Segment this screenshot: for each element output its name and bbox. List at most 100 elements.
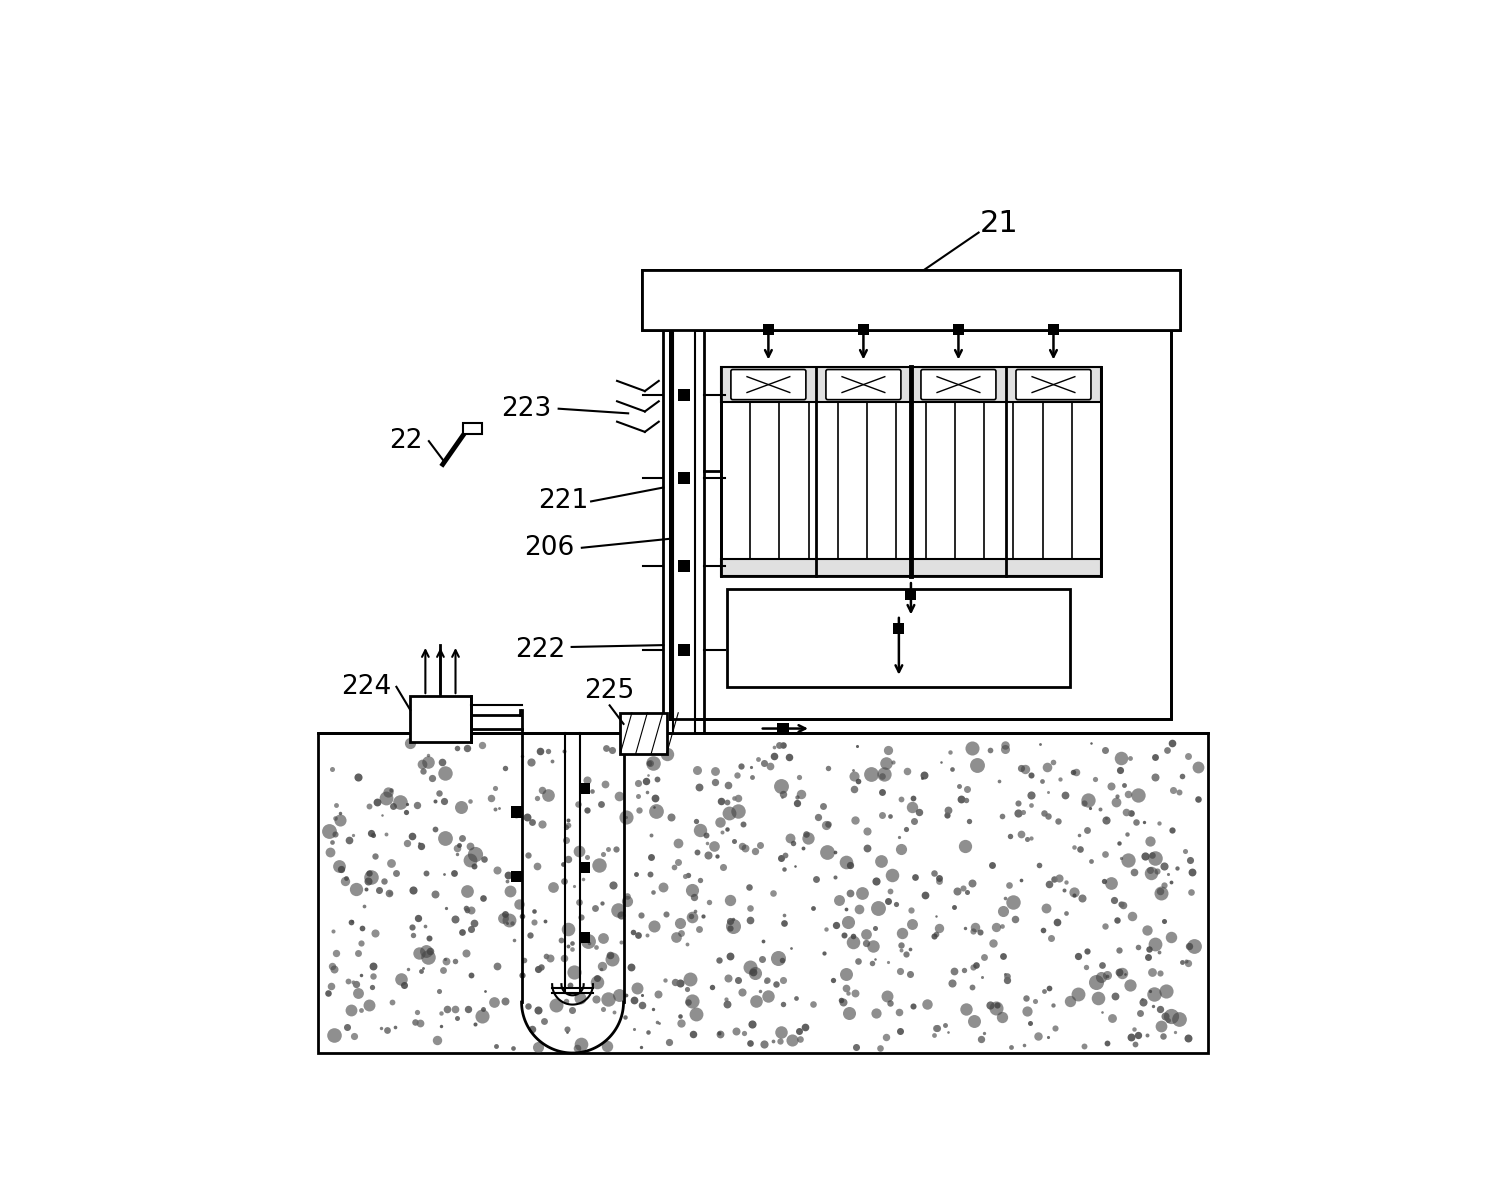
Point xyxy=(1006,803,1030,822)
Point xyxy=(884,895,908,914)
Point xyxy=(722,789,745,808)
Point xyxy=(985,917,1009,937)
Point xyxy=(936,801,960,820)
Bar xyxy=(579,784,591,795)
Point xyxy=(460,966,484,985)
Point xyxy=(329,860,353,879)
Point xyxy=(609,905,632,925)
Point xyxy=(684,811,708,831)
Point xyxy=(737,878,760,897)
Point xyxy=(1104,792,1128,811)
Bar xyxy=(643,270,1180,330)
Point xyxy=(741,1015,765,1034)
Point xyxy=(961,1011,985,1031)
Point xyxy=(644,769,668,789)
Point xyxy=(451,828,475,848)
Point xyxy=(1159,928,1183,948)
Point xyxy=(1046,811,1070,831)
Point xyxy=(597,990,620,1009)
Point xyxy=(455,901,479,920)
Point xyxy=(534,946,558,966)
Point xyxy=(333,868,357,887)
Point xyxy=(1067,826,1091,845)
Point xyxy=(833,852,857,872)
Point xyxy=(1086,988,1110,1008)
Point xyxy=(726,789,750,808)
Point xyxy=(914,885,937,904)
Point xyxy=(781,833,805,852)
Point xyxy=(500,914,524,933)
Point xyxy=(1065,946,1089,966)
Point xyxy=(665,852,689,872)
Point xyxy=(522,902,546,921)
Point xyxy=(607,786,631,805)
Point xyxy=(430,752,454,772)
Point xyxy=(793,1017,817,1037)
Point xyxy=(1067,984,1091,1003)
Text: 224: 224 xyxy=(341,674,391,700)
Point xyxy=(984,998,1007,1017)
Point xyxy=(964,956,988,975)
Point xyxy=(1167,1009,1190,1028)
Point xyxy=(362,967,385,986)
Point xyxy=(870,767,894,786)
Point xyxy=(1147,963,1171,982)
Point xyxy=(458,837,482,856)
Point xyxy=(957,811,981,831)
Point xyxy=(1015,988,1039,1008)
Point xyxy=(443,951,467,970)
Point xyxy=(409,962,433,981)
Point xyxy=(402,881,426,901)
Point xyxy=(1119,975,1143,995)
Point xyxy=(414,940,437,960)
Point xyxy=(716,775,740,795)
Point xyxy=(854,934,878,954)
Point xyxy=(1012,1035,1036,1055)
Point xyxy=(339,913,363,932)
Point xyxy=(789,785,812,804)
Point xyxy=(601,950,625,969)
Point xyxy=(350,933,373,952)
Point xyxy=(363,923,387,943)
Point xyxy=(363,846,387,866)
Point xyxy=(1134,846,1158,866)
Point xyxy=(396,793,420,813)
Point xyxy=(674,980,698,999)
Point xyxy=(963,917,987,937)
Point xyxy=(327,810,351,830)
Point xyxy=(766,949,790,968)
Point xyxy=(479,789,503,808)
Point xyxy=(1043,1019,1067,1038)
Point xyxy=(1113,964,1137,984)
Point xyxy=(1129,990,1153,1009)
Point xyxy=(418,942,442,961)
Point xyxy=(423,819,446,838)
Point xyxy=(598,945,622,964)
Point xyxy=(317,821,341,840)
Point xyxy=(869,783,893,802)
Point xyxy=(1036,757,1059,777)
Point xyxy=(1162,780,1186,799)
Point xyxy=(501,1039,525,1058)
Point xyxy=(1147,814,1171,833)
Point xyxy=(357,796,381,815)
Point xyxy=(595,1037,619,1056)
Point xyxy=(635,766,659,785)
Point xyxy=(350,917,373,937)
Point xyxy=(738,910,762,929)
Point xyxy=(954,999,978,1019)
Point xyxy=(838,883,862,902)
Point xyxy=(1177,850,1201,869)
Point xyxy=(643,916,667,936)
Point xyxy=(1040,996,1064,1015)
Point xyxy=(583,937,607,956)
Point xyxy=(482,778,506,797)
Point xyxy=(1109,895,1132,914)
Point xyxy=(787,1029,811,1049)
Point xyxy=(576,801,600,820)
Point xyxy=(897,964,921,984)
Point xyxy=(726,802,750,821)
Text: 225: 225 xyxy=(585,679,635,704)
Point xyxy=(647,1013,671,1032)
Point xyxy=(1089,1002,1113,1021)
